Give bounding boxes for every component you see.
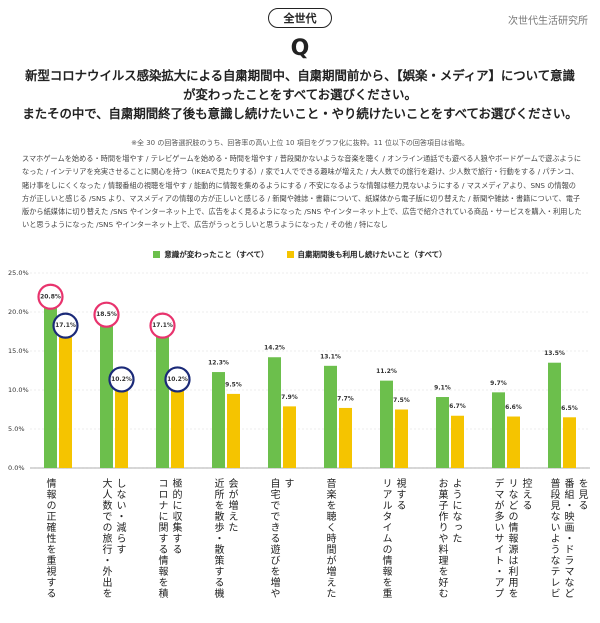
- y-tick-label: 15.0%: [8, 347, 29, 355]
- value-label: 10.2%: [167, 376, 188, 383]
- bar: [436, 397, 449, 468]
- legend-label: 意識が変わったこと（すべて）: [164, 250, 269, 259]
- highlight-circle: [52, 312, 79, 339]
- bar: [268, 357, 281, 468]
- value-label: 18.5%: [96, 311, 117, 318]
- bar: [115, 388, 128, 468]
- value-label: 9.5%: [225, 381, 242, 388]
- value-label: 12.3%: [208, 360, 229, 367]
- value-label: 17.1%: [55, 322, 76, 329]
- value-label: 7.5%: [393, 397, 410, 404]
- legend-label: 自粛期間後も利用し続けたいこと（すべて）: [297, 250, 447, 259]
- bar: [451, 415, 464, 468]
- value-label: 6.5%: [561, 405, 578, 412]
- x-tick-label: 音楽を聴く時間が増えた: [324, 478, 335, 599]
- x-tick-label: 情報の正確性を重視する: [44, 478, 55, 599]
- bar: [339, 407, 352, 468]
- bar: [44, 305, 57, 468]
- badge: 全世代: [268, 8, 332, 28]
- value-label: 6.7%: [449, 403, 466, 410]
- highlight-circle: [93, 301, 120, 328]
- value-label: 9.7%: [490, 380, 507, 387]
- question-line: またその中で、自粛期間終了後も意識し続けたいこと・やり続けたいことをすべてお選び…: [22, 106, 578, 121]
- bar: [171, 388, 184, 468]
- value-label: 9.1%: [434, 385, 451, 392]
- bar: [212, 372, 225, 468]
- bar: [227, 393, 240, 468]
- question: 新型コロナウイルス感染拡大による自粛期間中、自粛期間前から、【娯楽・メディア】に…: [20, 66, 580, 123]
- value-label: 11.2%: [376, 368, 397, 375]
- y-tick-label: 5.0%: [8, 425, 25, 433]
- x-tick-label: 近所を散歩・散策する機会が増えた: [212, 478, 237, 599]
- bar: [283, 406, 296, 468]
- bar: [563, 417, 576, 468]
- value-label: 10.2%: [111, 376, 132, 383]
- value-label: 20.8%: [40, 293, 61, 300]
- bar: [59, 334, 72, 468]
- value-label: 6.6%: [505, 404, 522, 411]
- value-label: 13.1%: [320, 353, 341, 360]
- highlight-circle: [164, 366, 191, 393]
- note: ※全 30 の回答選択肢のうち、回答率の高い上位 10 項目をグラフ化に抜粋。1…: [131, 139, 469, 147]
- bar: [507, 416, 520, 468]
- legend-swatch: [153, 251, 161, 258]
- bar: [156, 334, 169, 468]
- highlight-circle: [37, 283, 64, 310]
- bar: [324, 365, 337, 468]
- bar: [548, 362, 561, 468]
- x-tick-label: お菓子作りや料理を好むようになった: [436, 478, 461, 599]
- bar: [100, 323, 113, 468]
- bar: [492, 392, 505, 468]
- y-tick-label: 0.0%: [8, 464, 25, 472]
- x-tick-label: リアルタイムの情報を重視する: [380, 478, 405, 599]
- y-tick-label: 20.0%: [8, 308, 29, 316]
- value-label: 13.5%: [544, 350, 565, 357]
- legend-swatch: [286, 251, 294, 258]
- question-line: 新型コロナウイルス感染拡大による自粛期間中、自粛期間前から、【娯楽・メディア】に…: [25, 68, 575, 102]
- value-label: 7.9%: [281, 394, 298, 401]
- q-mark: Q: [290, 36, 310, 61]
- legend-item: 自粛期間後も利用し続けたいこと（すべて）: [286, 249, 447, 260]
- legend-item: 意識が変わったこと（すべて）: [153, 249, 269, 260]
- value-label: 7.7%: [337, 395, 354, 402]
- value-label: 17.1%: [152, 322, 173, 329]
- x-tick-label: 自宅でできる遊びを増やす: [268, 478, 293, 599]
- y-tick-label: 25.0%: [8, 269, 29, 277]
- y-tick-label: 10.0%: [8, 386, 29, 394]
- legend: 意識が変わったこと（すべて） 自粛期間後も利用し続けたいこと（すべて）: [0, 249, 600, 260]
- x-tick-label: コロナに関する情報を積極的に収集する: [156, 478, 181, 599]
- choices: スマホゲームを始める・時間を増やす / テレビゲームを始める・時間を増やす / …: [22, 154, 582, 230]
- highlight-circle: [149, 312, 176, 339]
- logo: 次世代生活研究所: [508, 16, 588, 27]
- x-tick-label: 普段見ないようなテレビ番組・映画・ドラマなどを見る: [548, 478, 587, 599]
- bar: [395, 409, 408, 468]
- value-label: 14.2%: [264, 345, 285, 352]
- x-tick-label: 大人数での旅行・外出をしない・減らす: [100, 478, 125, 599]
- bar: [380, 380, 393, 468]
- x-tick-label: デマが多いサイト・アプリなどの情報源は利用を控える: [492, 478, 531, 599]
- highlight-circle: [108, 366, 135, 393]
